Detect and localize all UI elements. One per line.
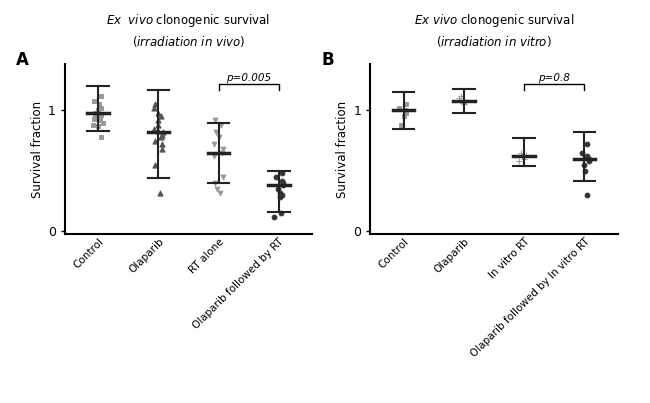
Point xyxy=(150,162,161,168)
Point xyxy=(88,98,99,104)
Point xyxy=(150,101,161,108)
Point xyxy=(153,110,163,116)
Point xyxy=(209,153,219,160)
Point xyxy=(209,141,219,147)
Point xyxy=(88,122,99,128)
Point xyxy=(458,101,469,108)
Point xyxy=(95,117,105,123)
Point xyxy=(396,122,406,128)
Text: p=0.005: p=0.005 xyxy=(226,73,271,83)
Point xyxy=(582,141,592,147)
Point xyxy=(96,112,106,118)
Point xyxy=(211,129,222,135)
Point xyxy=(216,122,226,128)
Point xyxy=(584,158,594,164)
Point xyxy=(401,110,411,116)
Point xyxy=(96,93,106,99)
Point xyxy=(94,101,105,108)
Point xyxy=(580,168,591,174)
Y-axis label: Survival fraction: Survival fraction xyxy=(31,100,44,198)
Point xyxy=(278,180,289,186)
Point xyxy=(98,119,108,126)
Point xyxy=(153,122,163,128)
Point xyxy=(275,194,285,201)
Point xyxy=(153,128,163,134)
Point xyxy=(217,150,228,156)
Point xyxy=(273,186,283,192)
Point xyxy=(214,189,225,196)
Point xyxy=(210,117,220,123)
Text: p=0.8: p=0.8 xyxy=(538,73,570,83)
Point xyxy=(93,107,103,114)
Point xyxy=(276,192,287,198)
Point xyxy=(514,158,525,164)
Point xyxy=(218,146,228,152)
Text: $\it{Ex}$  $\it{vivo}$ clonogenic survival
($\it{irradiation}$ $\it{in}$ $\it{vi: $\it{Ex}$ $\it{vivo}$ clonogenic surviva… xyxy=(107,12,270,49)
Point xyxy=(394,105,404,111)
Point xyxy=(96,105,106,111)
Point xyxy=(401,101,411,108)
Point xyxy=(456,93,466,99)
Point xyxy=(278,182,289,189)
Point xyxy=(150,137,160,144)
Point xyxy=(275,189,285,196)
Point xyxy=(218,174,228,180)
Point xyxy=(271,174,281,180)
Point xyxy=(90,111,100,117)
Point xyxy=(211,186,222,192)
Point xyxy=(157,141,167,147)
Point xyxy=(96,134,107,140)
Point xyxy=(584,156,594,162)
Point xyxy=(157,131,167,138)
Point xyxy=(155,113,166,120)
Text: B: B xyxy=(321,51,333,69)
Point xyxy=(276,210,286,216)
Point xyxy=(157,129,168,135)
Point xyxy=(458,98,469,104)
Point xyxy=(89,116,99,122)
Point xyxy=(454,95,465,102)
Point xyxy=(578,162,589,168)
Point xyxy=(148,125,159,132)
Point xyxy=(398,113,409,120)
Point xyxy=(149,105,159,111)
Point xyxy=(90,113,100,120)
Point xyxy=(277,177,287,184)
Point xyxy=(519,156,530,162)
Point xyxy=(458,100,468,106)
Point xyxy=(155,189,165,196)
Point xyxy=(155,134,166,140)
Point xyxy=(517,153,527,160)
Point xyxy=(214,134,224,140)
Point xyxy=(582,192,592,198)
Point xyxy=(210,180,220,186)
Y-axis label: Survival fraction: Survival fraction xyxy=(336,100,349,198)
Point xyxy=(90,110,101,116)
Text: $\it{Ex}$ $\it{vivo}$ clonogenic survival
($\it{irradiation}$ $\it{in}$ $\it{vit: $\it{Ex}$ $\it{vivo}$ clonogenic surviva… xyxy=(414,12,574,49)
Point xyxy=(577,150,587,156)
Point xyxy=(276,170,287,177)
Point xyxy=(521,152,532,158)
Point xyxy=(93,123,103,129)
Text: A: A xyxy=(16,51,29,69)
Point xyxy=(269,214,280,220)
Point xyxy=(152,117,162,123)
Point xyxy=(582,153,593,160)
Point xyxy=(400,107,410,114)
Point xyxy=(461,99,471,105)
Point xyxy=(515,150,526,156)
Point xyxy=(157,146,167,152)
